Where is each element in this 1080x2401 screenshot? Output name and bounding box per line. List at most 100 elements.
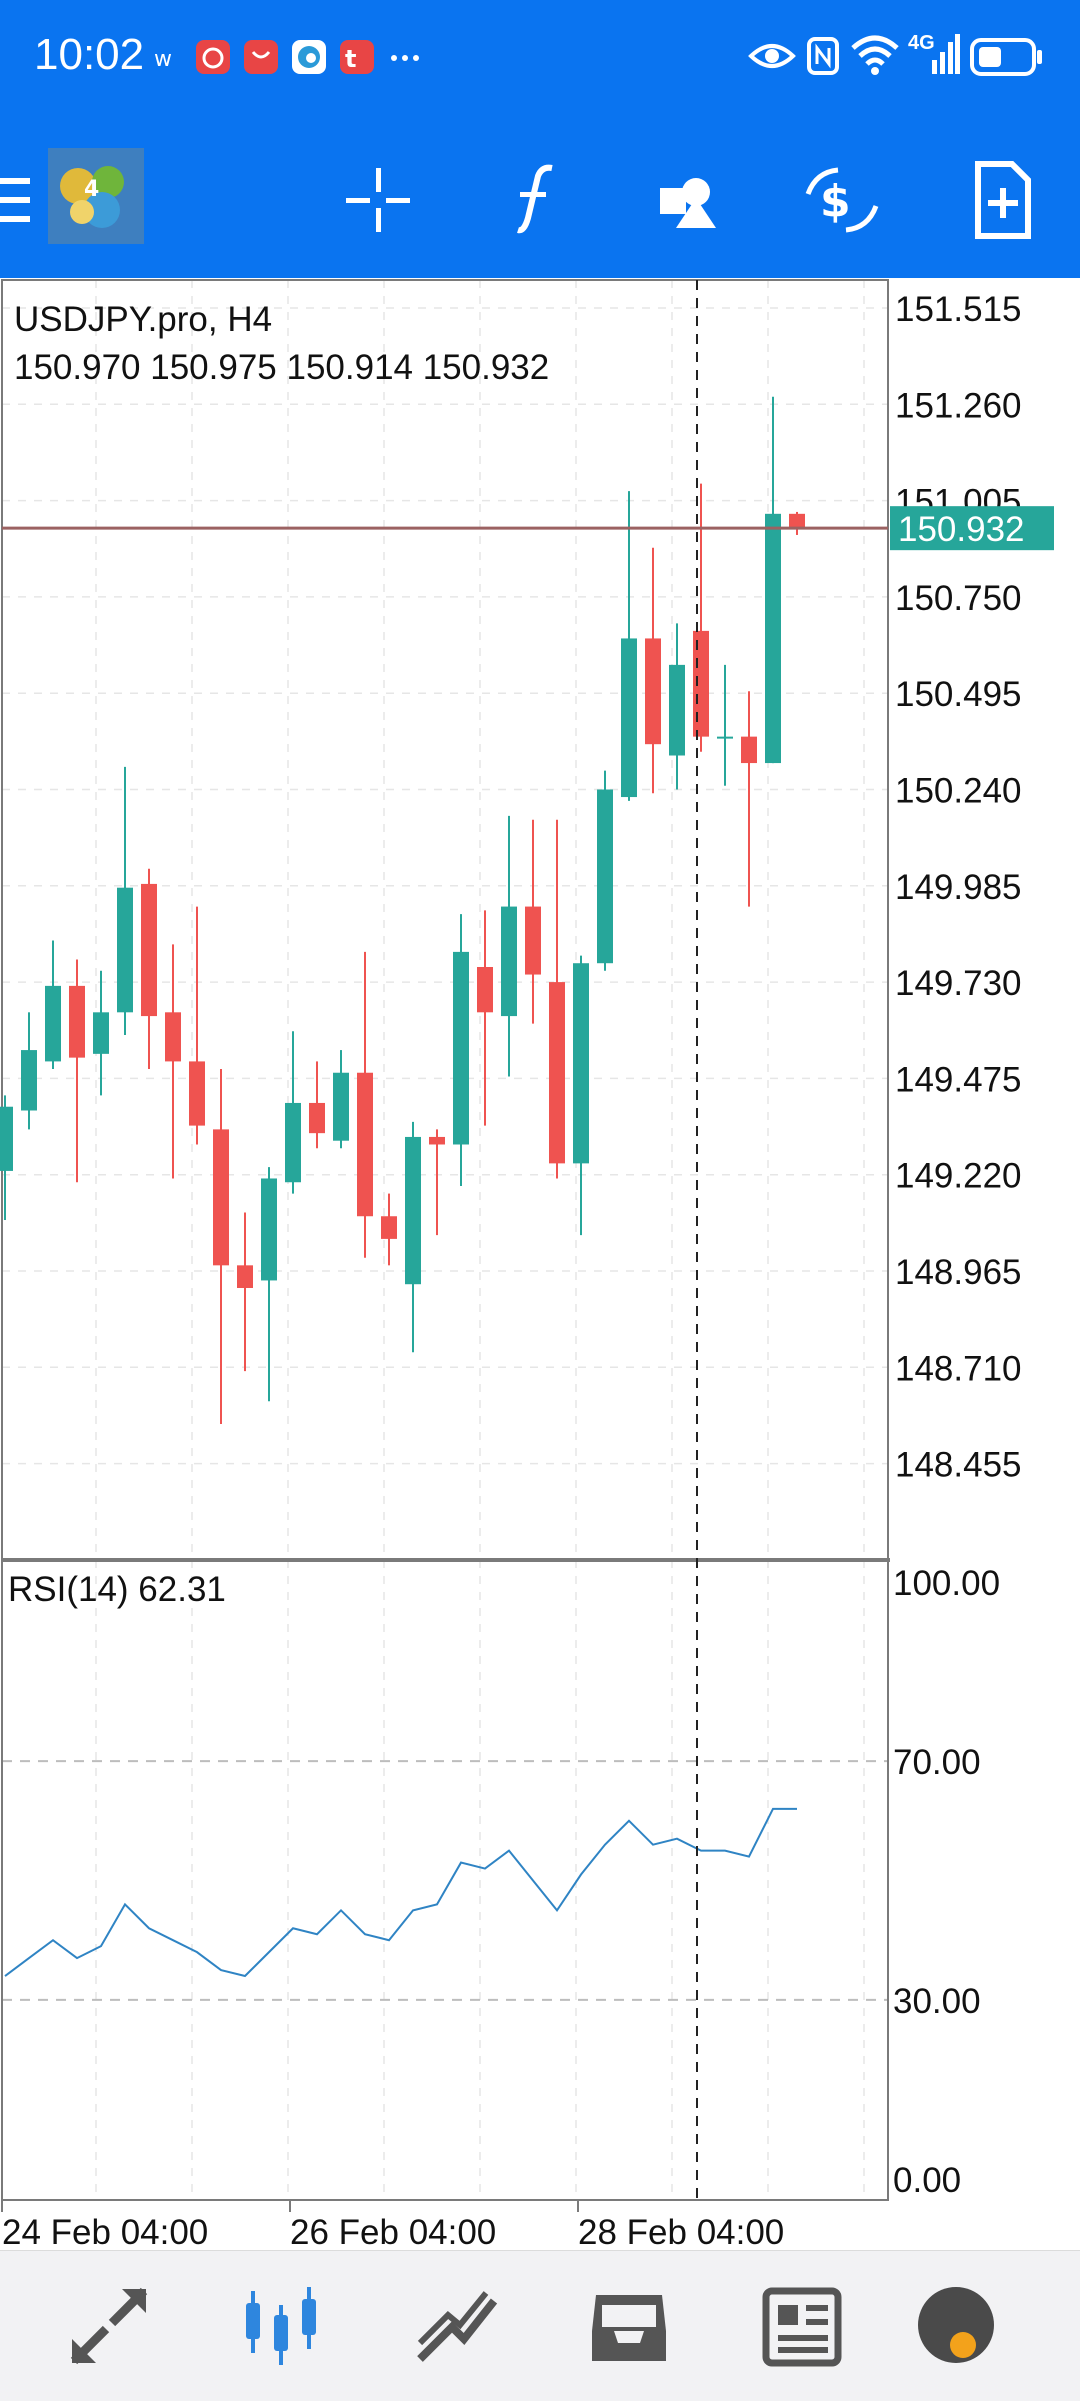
chart-tab-icon[interactable] (236, 2281, 326, 2371)
history-tab-icon[interactable] (584, 2281, 674, 2371)
candle (477, 910, 493, 1126)
wifi-icon (850, 34, 900, 81)
objects-icon[interactable] (646, 158, 730, 242)
candle (0, 1095, 13, 1221)
candle (525, 819, 541, 1024)
candle (333, 1050, 349, 1149)
chart-canvas[interactable]: 151.515151.260151.005150.750150.495150.2… (0, 278, 1080, 2250)
candle (117, 766, 133, 1035)
candle-body (381, 1216, 397, 1239)
trade-tab-icon[interactable] (412, 2281, 502, 2371)
candle-body (261, 1178, 277, 1281)
candle (285, 1031, 301, 1194)
symbol-timeframe-label: USDJPY.pro, H4 (14, 300, 273, 339)
candle-body (573, 963, 589, 1164)
new-order-icon[interactable] (960, 158, 1044, 242)
time-axis-label: 28 Feb 04:00 (578, 2213, 784, 2250)
candle-body (117, 887, 133, 1013)
battery-icon (970, 38, 1044, 81)
price-axis-label: 149.220 (895, 1157, 1022, 1196)
candle-body (717, 736, 733, 739)
svg-text:$: $ (820, 176, 851, 227)
candle-body (669, 664, 685, 756)
candle (549, 819, 565, 1179)
price-axis-label: 148.455 (895, 1446, 1022, 1485)
overlay: 150.932 (2, 280, 1054, 2200)
price-axis-label: 150.495 (895, 675, 1022, 714)
current-price-badge (890, 506, 1054, 551)
candle-body (237, 1265, 253, 1288)
time-axis-label: 26 Feb 04:00 (290, 2213, 496, 2250)
candle-body (165, 1012, 181, 1062)
svg-text:w: w (154, 47, 172, 72)
candle (141, 868, 157, 1069)
price-axis-label: 150.240 (895, 772, 1022, 811)
candle (645, 547, 661, 794)
trade-icon[interactable]: $ (800, 158, 884, 242)
candle-body (789, 513, 805, 529)
candle (381, 1193, 397, 1266)
candle-body (285, 1102, 301, 1183)
chart-area[interactable]: 151.515 151.260 151.005 150.750 150.495 150.2… (0, 278, 1080, 2250)
rsi-axis: 100.00 70.00 30.00 0.00 (893, 1564, 1000, 2200)
toolbar: 4 $ (0, 118, 1080, 278)
crosshair-icon[interactable] (336, 158, 420, 242)
current-price-label: 150.932 (898, 510, 1025, 549)
candle (573, 955, 589, 1236)
candle (765, 396, 781, 764)
netease-music-icon (196, 40, 230, 74)
candle (453, 914, 469, 1187)
candle (93, 970, 109, 1096)
candle-body (189, 1061, 205, 1126)
chart-frame (1, 279, 890, 2201)
candle (501, 815, 517, 1077)
candle-body (69, 985, 85, 1058)
candle (789, 511, 805, 535)
candle-body (765, 513, 781, 764)
price-axis-label: 148.965 (895, 1253, 1022, 1292)
price-axis-label: 148.710 (895, 1349, 1022, 1388)
metatrader-logo-icon[interactable]: 4 (48, 148, 144, 244)
candle (717, 664, 733, 786)
candle (165, 944, 181, 1179)
candle (45, 940, 61, 1069)
candle-body (141, 883, 157, 1017)
quotes-tab-icon[interactable] (64, 2281, 154, 2371)
candle (429, 1129, 445, 1236)
grid-lines (2, 280, 888, 2200)
indicators-icon[interactable] (490, 158, 574, 242)
rsi-axis-label: 0.00 (893, 2161, 961, 2200)
coin-badge-icon (950, 2332, 976, 2358)
price-axis-label: 151.260 (895, 386, 1022, 425)
candle (189, 906, 205, 1145)
rsi-indicator (4, 1807, 797, 1978)
candle (741, 691, 757, 907)
candle (693, 483, 709, 752)
ohlc-values-label: 150.970 150.975 150.914 150.932 (14, 348, 550, 387)
status-bar: 10:02 w t 4G (0, 0, 1080, 118)
rsi-axis-label: 100.00 (893, 1564, 1000, 1603)
candle-body (525, 906, 541, 975)
candle-body (357, 1072, 373, 1217)
candle (309, 1061, 325, 1149)
candle-body (549, 982, 565, 1164)
candle-body (213, 1129, 229, 1266)
candle (405, 1121, 421, 1353)
news-tab-icon[interactable] (758, 2281, 848, 2371)
candle (237, 1212, 253, 1372)
candle-body (741, 736, 757, 764)
candle-body (309, 1102, 325, 1134)
price-axis-label: 149.730 (895, 964, 1022, 1003)
rsi-label: RSI(14) 62.31 (8, 1570, 226, 1609)
menu-icon[interactable] (0, 170, 40, 230)
eye-icon (748, 38, 796, 79)
candle (621, 491, 637, 801)
clock: 10:02 (34, 30, 145, 79)
candle-body (597, 789, 613, 964)
candle-body (333, 1072, 349, 1141)
price-axis-label: 149.985 (895, 868, 1022, 907)
nfc-icon (806, 36, 840, 81)
time-axis: 24 Feb 04:00 26 Feb 04:00 28 Feb 04:00 (1, 2200, 784, 2250)
svg-text:t: t (345, 45, 356, 73)
candle-body (45, 985, 61, 1062)
